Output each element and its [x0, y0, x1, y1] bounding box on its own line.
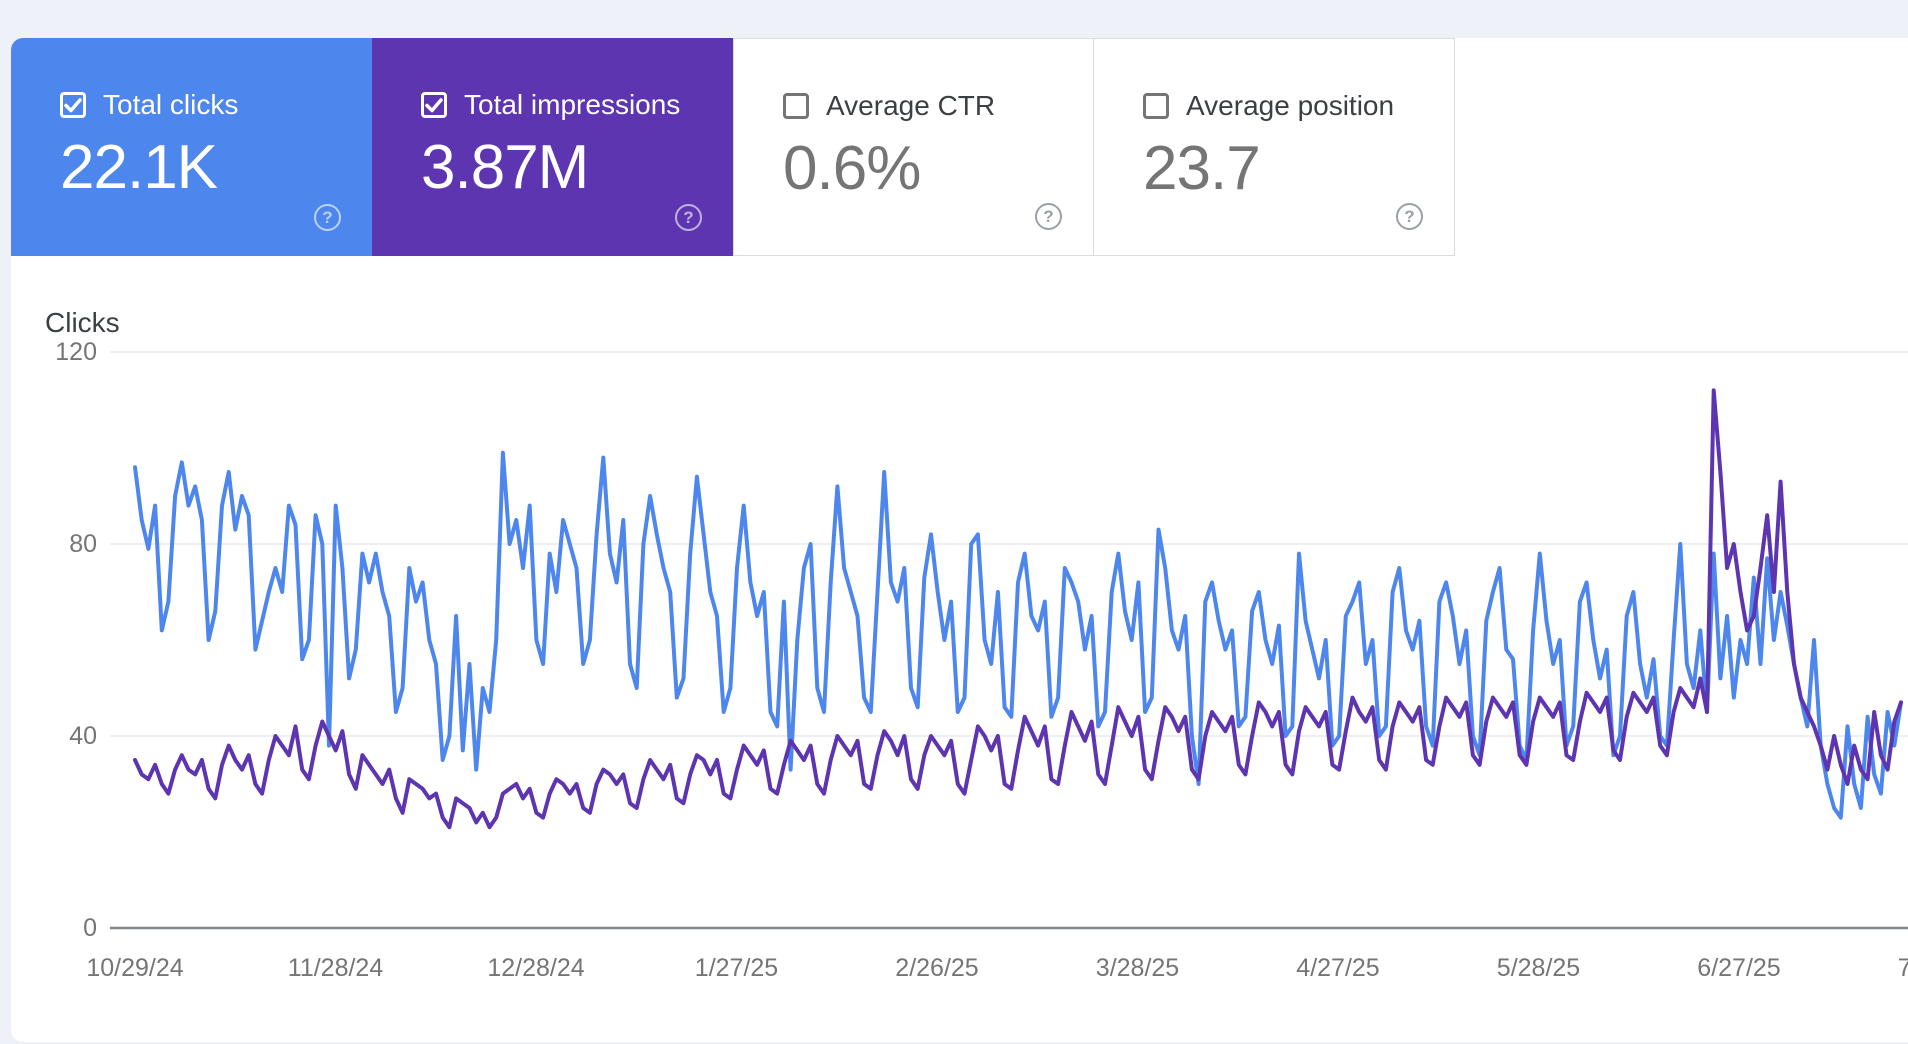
- help-icon[interactable]: ?: [314, 204, 341, 231]
- total-impressions-checkbox[interactable]: [421, 92, 447, 118]
- x-axis-tick-label: 6/27/25: [1697, 954, 1781, 982]
- card-label: Total impressions: [464, 89, 681, 120]
- total-clicks-value: 22.1K: [60, 133, 218, 202]
- performance-chart[interactable]: Clicks 0 40 80 120 10/29/24 11/28/24 12/28/24…: [11, 38, 1908, 1042]
- y-axis-tick-label: 40: [69, 722, 97, 750]
- help-icon[interactable]: ?: [1035, 203, 1062, 230]
- average-ctr-value: 0.6%: [783, 134, 921, 203]
- x-axis-tick-label: 11/28/24: [287, 954, 384, 982]
- card-label: Total clicks: [103, 89, 239, 120]
- x-axis-tick-label: 12/28/24: [487, 954, 585, 982]
- card-label: Average CTR: [826, 90, 996, 121]
- x-axis-tick-label: 10/29/24: [86, 954, 184, 982]
- average-ctr-checkbox[interactable]: [783, 93, 809, 119]
- card-header: Average CTR: [783, 90, 996, 121]
- total-impressions-value: 3.87M: [421, 133, 589, 202]
- help-icon[interactable]: ?: [675, 204, 702, 231]
- performance-panel: Total clicks 22.1K ? Total impressions 3…: [11, 38, 1908, 1042]
- checkmark-icon: [425, 98, 443, 113]
- checkmark-icon: [64, 98, 82, 113]
- y-axis-tick-label: 0: [83, 914, 97, 942]
- x-axis-tick-label: 4/27/25: [1296, 954, 1380, 982]
- x-axis-tick-label: 7/27/25: [1897, 954, 1908, 982]
- y-axis-tick-label: 120: [55, 338, 97, 366]
- help-icon[interactable]: ?: [1396, 203, 1423, 230]
- card-average-position[interactable]: Average position 23.7 ?: [1094, 38, 1455, 256]
- metric-cards-row: Total clicks 22.1K ? Total impressions 3…: [11, 38, 1455, 256]
- total-clicks-checkbox[interactable]: [60, 92, 86, 118]
- card-header: Total clicks: [60, 89, 239, 120]
- impressions-line: [133, 388, 1903, 830]
- average-position-value: 23.7: [1143, 134, 1261, 203]
- x-axis-tick-label: 5/28/25: [1496, 954, 1581, 982]
- y-axis-tick-label: 80: [69, 530, 97, 558]
- x-axis-tick-label: 3/28/25: [1095, 954, 1180, 982]
- card-total-clicks[interactable]: Total clicks 22.1K ?: [11, 38, 372, 256]
- card-total-impressions[interactable]: Total impressions 3.87M ?: [372, 38, 733, 256]
- x-axis-tick-label: 1/27/25: [694, 954, 779, 982]
- card-average-ctr[interactable]: Average CTR 0.6% ?: [733, 38, 1094, 256]
- x-axis-tick-label: 2/26/25: [895, 954, 979, 982]
- card-label: Average position: [1186, 90, 1395, 121]
- card-header: Total impressions: [421, 89, 681, 120]
- card-header: Average position: [1143, 90, 1395, 121]
- average-position-checkbox[interactable]: [1143, 93, 1169, 119]
- clicks-line: [133, 450, 1903, 820]
- y-axis-title: Clicks: [45, 307, 120, 338]
